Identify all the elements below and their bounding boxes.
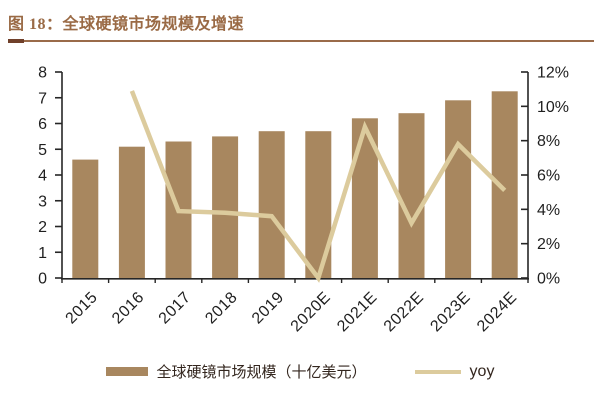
category-label-2021E: 2021E [334, 289, 381, 336]
legend-label-market-size: 全球硬镜市场规模（十亿美元） [156, 365, 367, 381]
left-axis-label: 4 [38, 168, 47, 185]
legend-item-yoy: yoy [414, 362, 495, 381]
category-label-2019: 2019 [249, 289, 288, 328]
line-series-swatch [414, 369, 461, 374]
right-axis-label: 0% [537, 271, 560, 288]
right-axis-label: 6% [537, 168, 560, 185]
right-axis-label: 12% [537, 65, 569, 82]
right-axis-label: 2% [537, 236, 560, 253]
legend-label-yoy: yoy [469, 362, 495, 380]
category-label-2015: 2015 [63, 289, 102, 328]
left-axis-label: 1 [38, 245, 47, 262]
left-axis-label: 3 [38, 193, 47, 210]
left-axis-label: 6 [38, 116, 47, 133]
left-axis-label: 8 [38, 65, 47, 82]
category-label-2020E: 2020E [288, 289, 335, 336]
bar-2016 [118, 146, 145, 278]
bar-2022E [398, 113, 425, 278]
bar-series-swatch [105, 367, 148, 376]
category-label-2016: 2016 [109, 289, 148, 328]
category-label-2022E: 2022E [381, 289, 428, 336]
chart-legend: 全球硬镜市场规模（十亿美元） yoy [0, 361, 600, 382]
line-group [129, 90, 507, 283]
yoy-line [129, 90, 507, 283]
bar-2015 [72, 159, 99, 278]
bars-group [72, 91, 518, 278]
left-axis-label: 0 [38, 271, 47, 288]
bar-2018 [212, 136, 239, 278]
bar-2024E [491, 91, 518, 278]
left-axis-label: 7 [38, 90, 47, 107]
category-label-2023E: 2023E [427, 289, 474, 336]
title-underline [8, 39, 594, 43]
bar-2019 [258, 131, 285, 278]
left-axis-label: 2 [38, 219, 47, 236]
category-label-2017: 2017 [156, 289, 195, 328]
title-underline-accent [8, 39, 24, 43]
legend-item-market-size: 全球硬镜市场规模（十亿美元） [105, 361, 367, 382]
figure-title: 图 18：全球硬镜市场规模及增速 [8, 16, 245, 33]
bar-2023E [445, 100, 472, 278]
right-axis-label: 10% [537, 99, 569, 116]
category-label-2024E: 2024E [474, 289, 521, 336]
right-axis-label: 8% [537, 133, 560, 150]
category-label-2018: 2018 [202, 289, 241, 328]
left-axis-label: 5 [38, 142, 47, 159]
right-axis-label: 4% [537, 202, 560, 219]
